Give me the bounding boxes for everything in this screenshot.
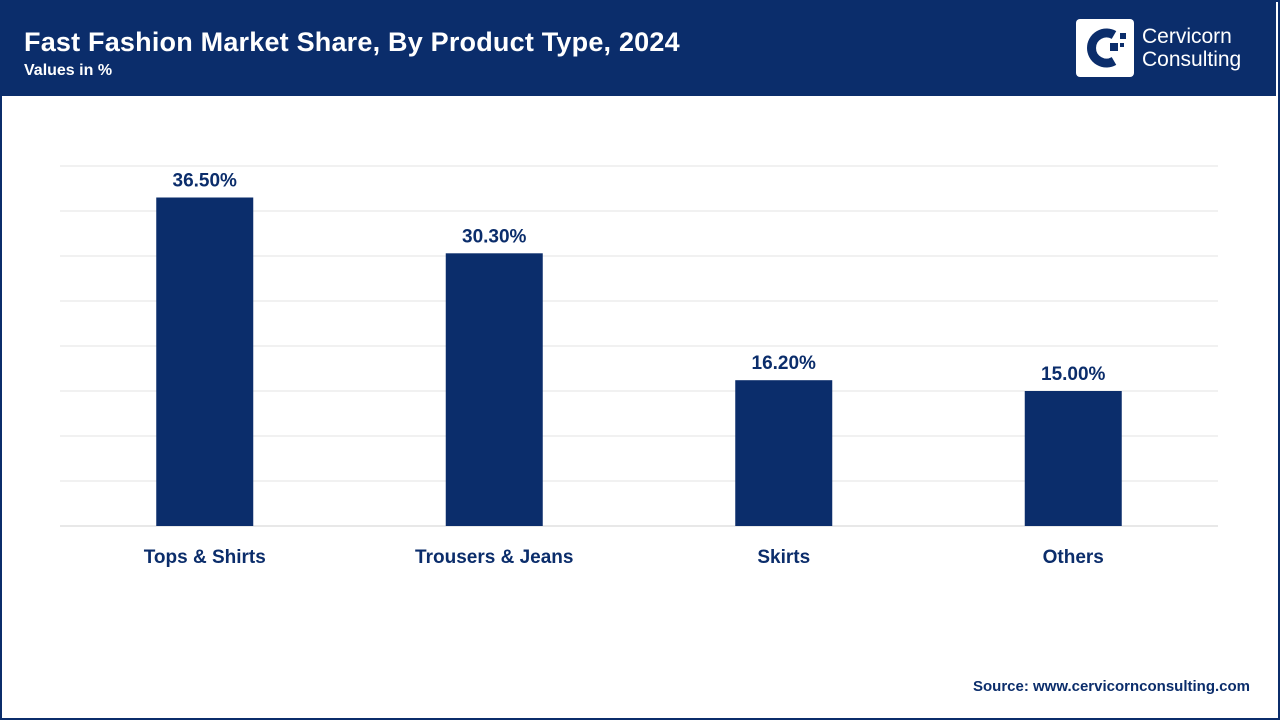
- bars-group: [156, 197, 1122, 527]
- source-url: www.cervicornconsulting.com: [1033, 678, 1250, 695]
- category-label: Tops & Shirts: [144, 547, 266, 568]
- bar-value-label: 16.20%: [752, 353, 817, 374]
- brand-logo: Cervicorn Consulting: [1076, 19, 1266, 79]
- value-labels-group: 36.50% 30.30% 16.20% 15.00%: [173, 171, 1106, 386]
- source-note: Source: www.cervicornconsulting.com: [973, 678, 1250, 695]
- bar: [445, 253, 543, 527]
- chart-subtitle: Values in %: [24, 62, 113, 79]
- bar-value-label: 30.30%: [462, 226, 527, 247]
- source-prefix: Source:: [972, 678, 1033, 695]
- logo-text-line1: Cervicorn: [1142, 25, 1232, 48]
- bar-value-label: 15.00%: [1041, 364, 1106, 385]
- category-label: Trousers & Jeans: [415, 547, 573, 568]
- logo-text: Cervicorn Consulting: [1142, 25, 1241, 71]
- category-labels-group: Tops & Shirts Trousers & Jeans Skirts Other…: [144, 547, 1104, 568]
- bar: [735, 380, 833, 526]
- bar-chart: 36.50% 30.30% 16.20% 15.00% Tops & Shirts Tr…: [60, 165, 1218, 568]
- bar: [1024, 391, 1122, 526]
- category-label: Skirts: [757, 547, 810, 568]
- logo-text-line2: Consulting: [1142, 48, 1242, 71]
- bar: [156, 197, 254, 526]
- bar-value-label: 36.50%: [173, 171, 238, 192]
- logo-mark-icon: [1076, 19, 1134, 77]
- category-label: Others: [1043, 547, 1104, 568]
- header-banner: Fast Fashion Market Share, By Product Ty…: [0, 0, 1276, 96]
- chart-title: Fast Fashion Market Share, By Product Ty…: [24, 27, 680, 57]
